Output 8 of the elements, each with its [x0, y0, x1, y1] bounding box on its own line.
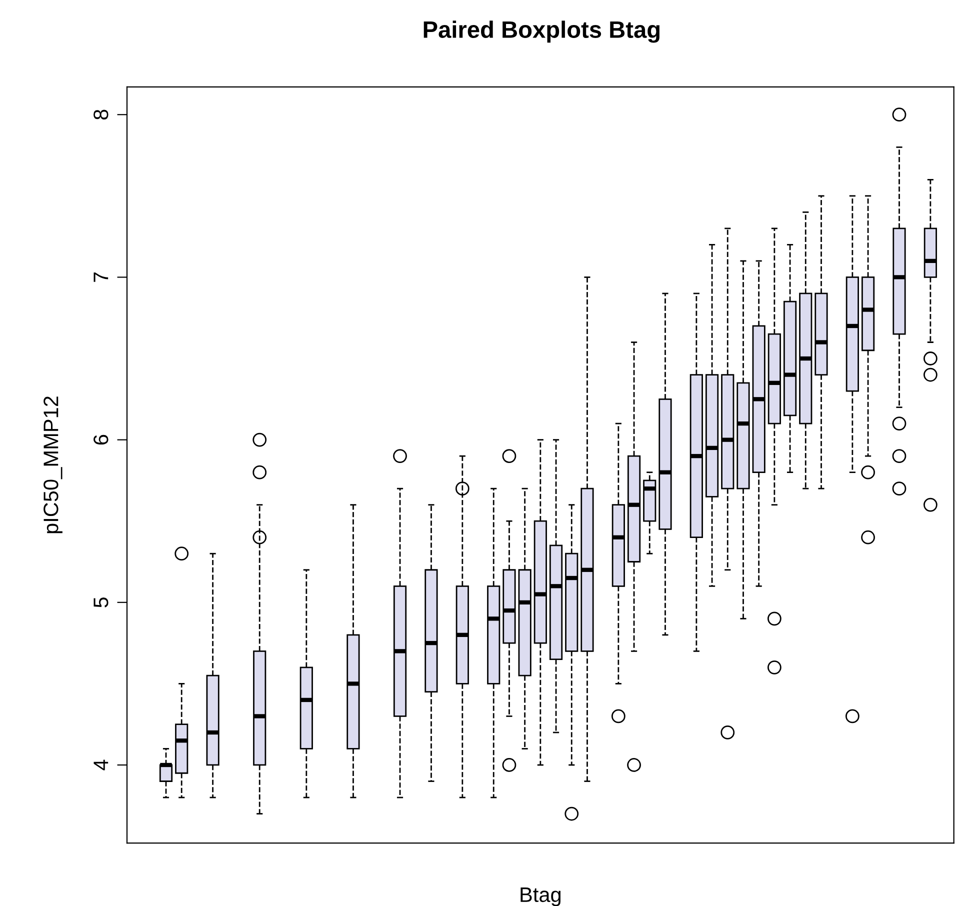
x-axis-title: Btag — [520, 888, 561, 906]
y-axis-title: pIC50_MMP12 — [44, 396, 62, 534]
y-tick-label: 8 — [94, 110, 108, 120]
y-tick-label: 6 — [94, 434, 108, 445]
y-tick-label: 5 — [94, 597, 108, 608]
y-tick-label: 4 — [94, 760, 108, 770]
chart-title: Paired Boxplots Btag — [424, 20, 660, 43]
y-tick-label: 7 — [94, 272, 108, 282]
